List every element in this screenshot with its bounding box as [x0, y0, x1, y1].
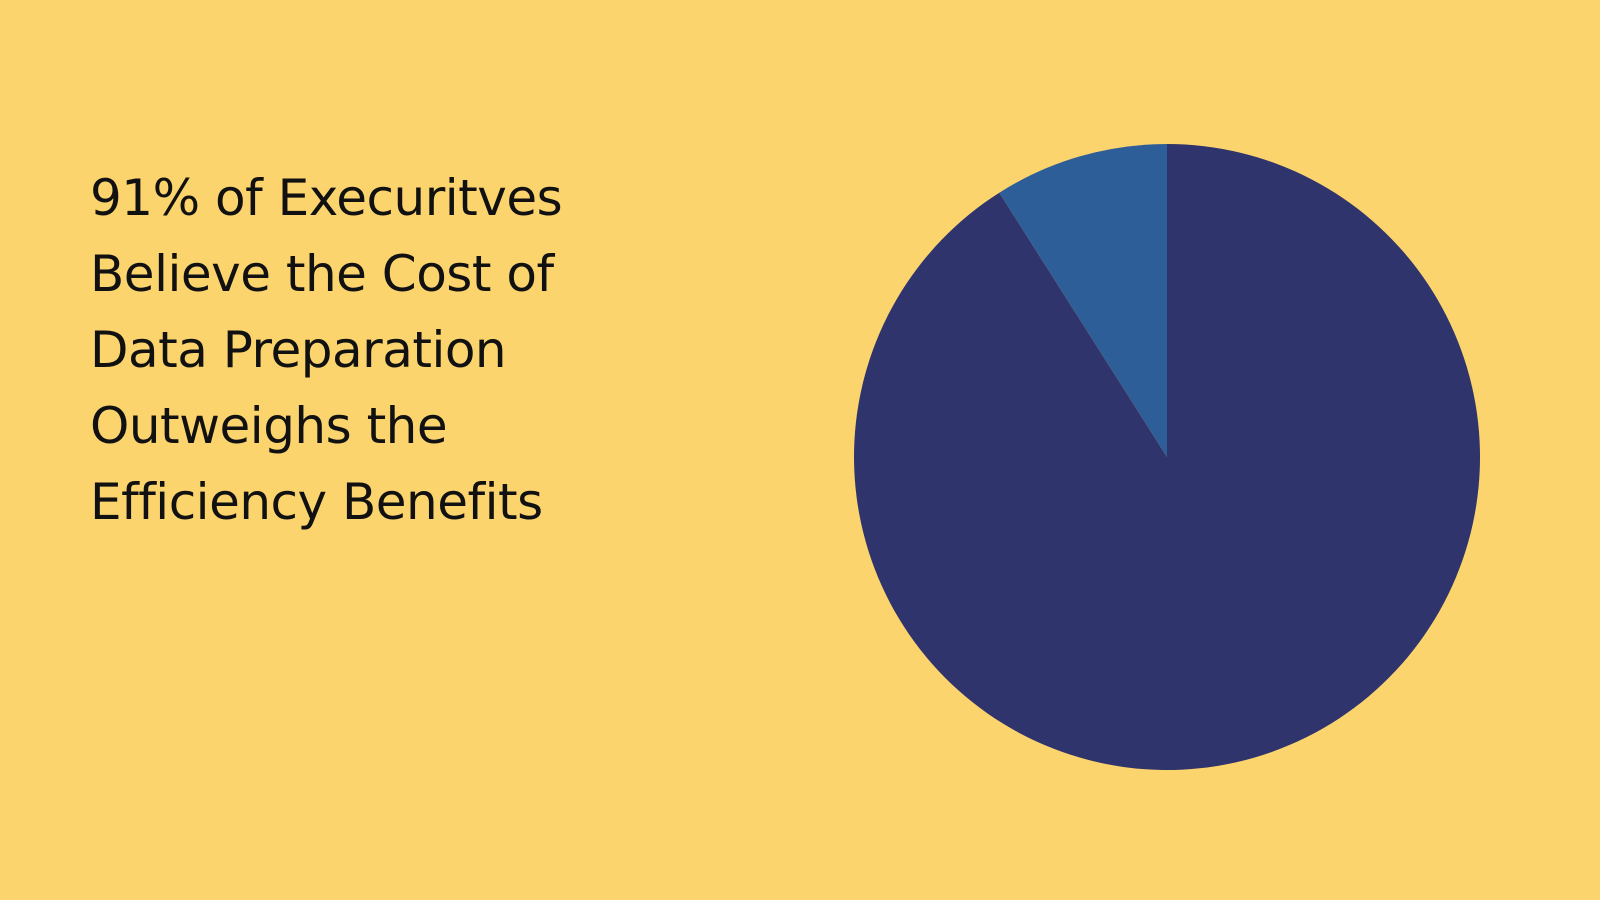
headline-line-1: 91% of Execuritves: [90, 169, 563, 227]
headline-line-5: Efficiency Benefits: [90, 473, 543, 531]
pie-chart: [854, 144, 1481, 770]
headline-line-3: Data Preparation: [90, 321, 507, 379]
headline-line-4: Outweighs the: [90, 397, 448, 455]
pie-slice-majority: [854, 144, 1481, 770]
headline-line-2: Believe the Cost of: [90, 245, 554, 303]
pie-slice-minority: [999, 144, 1167, 457]
headline: 91% of Execuritves Believe the Cost of D…: [90, 160, 610, 540]
